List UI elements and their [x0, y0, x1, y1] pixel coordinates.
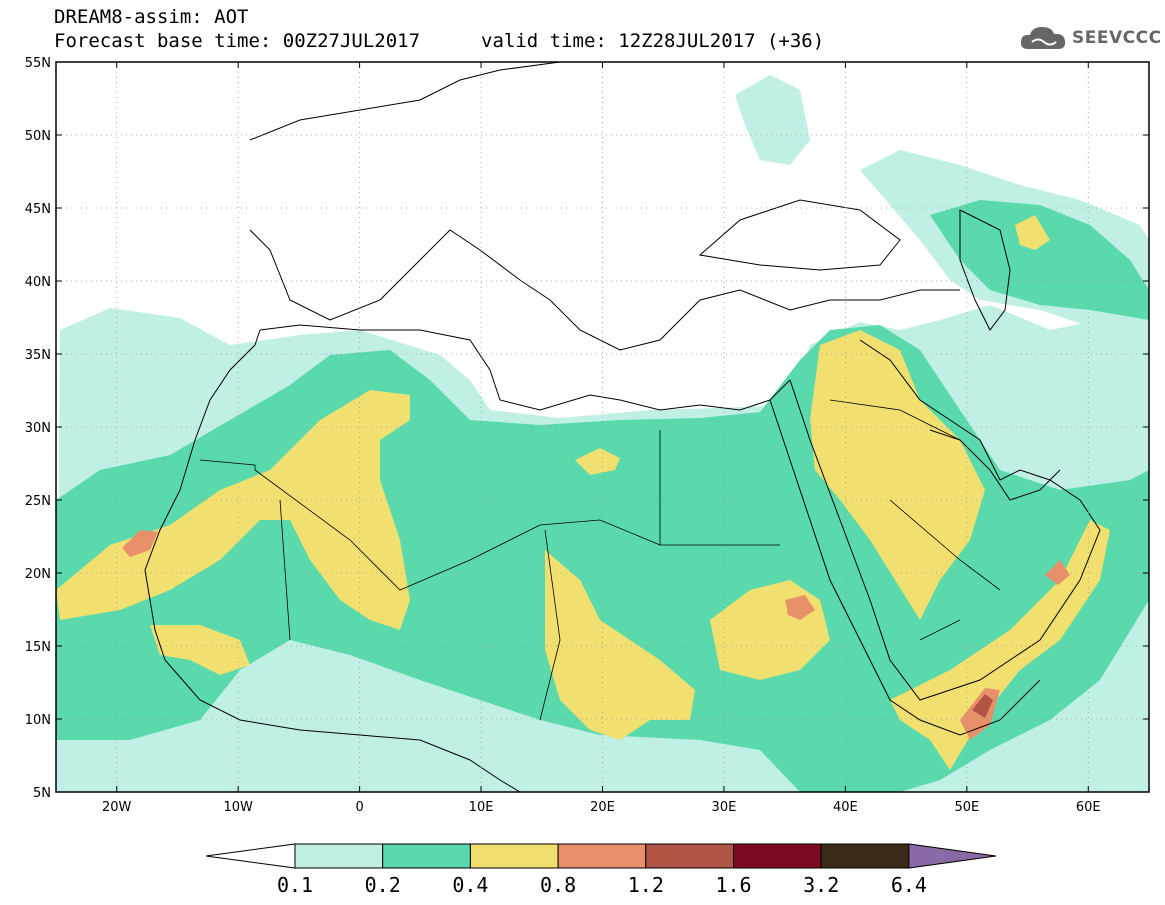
colorbar-swatch	[820, 843, 910, 869]
lat-label: 20N	[25, 567, 51, 582]
colorbar-swatch	[733, 843, 822, 869]
border-arabia	[829, 399, 1001, 641]
colorbar-label: 0.8	[540, 873, 576, 897]
coastline-europe	[249, 229, 960, 351]
border-sahara-2	[279, 499, 780, 721]
lat-label: 30N	[25, 421, 51, 436]
lat-label: 45N	[25, 202, 51, 217]
aot-band-yellow-oman	[890, 520, 1110, 770]
coastline-red-sea-east-africa	[769, 399, 1041, 736]
colorbar-under-triangle	[205, 843, 296, 869]
colorbar-swatch	[294, 843, 384, 869]
lat-label: 10N	[25, 713, 51, 728]
colorbar-swatch	[382, 843, 471, 869]
colorbar-label: 0.4	[452, 873, 488, 897]
colorbar-over-triangle	[908, 843, 997, 869]
valid-time: valid time: 12Z28JUL2017 (+36)	[481, 30, 825, 52]
aot-band-yellow-libya	[575, 448, 620, 475]
latitude-tick-labels: 55N 50N 45N 40N 35N 30N 25N 20N 15N 10N 5N	[25, 56, 51, 801]
colorbar-label: 1.2	[628, 873, 664, 897]
lon-label: 10E	[469, 800, 494, 815]
lon-label: 0	[355, 800, 363, 815]
lat-label: 35N	[25, 348, 51, 363]
lat-label: 5N	[33, 786, 51, 801]
lat-label: 25N	[25, 494, 51, 509]
colorbar-label: 0.1	[277, 873, 313, 897]
lon-label: 40E	[833, 800, 858, 815]
seevccc-logo: SEEVCCC	[1018, 22, 1162, 54]
aot-band-yellow-arabia	[810, 330, 985, 620]
coastline-black-sea	[698, 199, 901, 271]
coastline-arabia	[789, 339, 1101, 701]
longitude-tick-labels: 20W 10W 0 10E 20E 30E 40E 50E 60E	[102, 800, 1101, 815]
lat-label: 50N	[25, 129, 51, 144]
colorbar-label: 3.2	[803, 873, 839, 897]
colorbar-label: 0.2	[365, 873, 401, 897]
lon-label: 30E	[712, 800, 737, 815]
lat-label: 55N	[25, 56, 51, 71]
aot-band-green-caspian	[930, 200, 1149, 320]
coastline-caspian	[959, 209, 1011, 331]
coastline-west-africa	[144, 329, 521, 792]
colorbar-swatch	[469, 843, 559, 869]
aot-colorbar: 0.1 0.2 0.4 0.8 1.2 1.6 3.2 6.4	[205, 843, 997, 897]
coastline-gulf	[929, 429, 1061, 501]
aot-contour-fields	[56, 75, 1149, 792]
aot-band-orange-sudan	[785, 595, 815, 620]
colorbar-swatch	[557, 843, 647, 869]
aot-band-orange-oman	[1045, 560, 1070, 585]
aot-band-yellow-sahel	[150, 625, 250, 675]
lon-label: 20W	[102, 800, 132, 815]
border-sahara-1	[199, 430, 661, 591]
lon-label: 10W	[223, 800, 253, 815]
colorbar-label: 6.4	[891, 873, 927, 897]
coastline-mediterranean-africa	[259, 324, 791, 411]
aot-band-darkred-somalia	[972, 694, 993, 718]
colorbar-swatch	[645, 843, 734, 869]
forecast-base-time: Forecast base time: 00Z27JUL2017	[54, 30, 421, 52]
aot-band-yellow-chad	[545, 550, 695, 740]
coastlines	[144, 62, 1101, 792]
coastline-north-europe	[249, 62, 561, 141]
lon-label: 50E	[954, 800, 979, 815]
colorbar-label: 1.6	[715, 873, 751, 897]
lon-label: 60E	[1076, 800, 1101, 815]
aot-band-light-ukraine	[735, 75, 810, 165]
map-title: DREAM8-assim: AOT	[54, 6, 249, 28]
lat-label: 15N	[25, 640, 51, 655]
lat-lon-grid	[56, 61, 1149, 793]
lat-label: 40N	[25, 275, 51, 290]
logo-text: SEEVCCC	[1072, 28, 1162, 48]
cloud-icon	[1020, 27, 1066, 49]
aot-band-orange-mauritania	[122, 530, 158, 557]
lon-label: 20E	[590, 800, 615, 815]
aot-band-yellow-caspian	[1015, 215, 1050, 250]
